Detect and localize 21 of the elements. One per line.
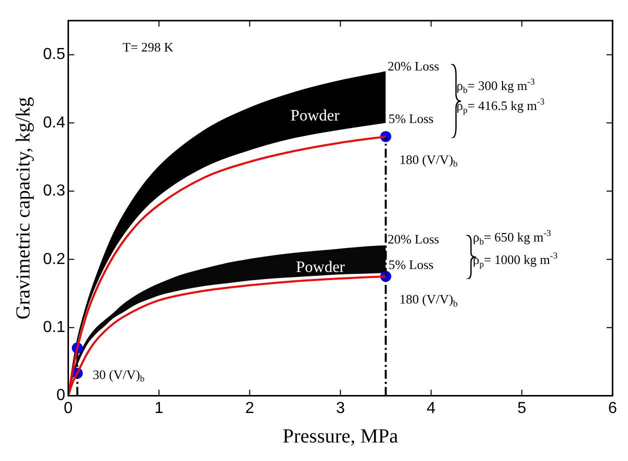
y-tick-label: 0.1 [42, 318, 66, 336]
y-tick-label: 0 [56, 387, 66, 404]
annotation: 20% Loss [388, 58, 440, 74]
annotation: Powder [296, 258, 346, 276]
y-tick-label: 0.4 [42, 114, 66, 132]
x-tick-label: 4 [426, 400, 436, 417]
annotation: 5% Loss [388, 110, 434, 126]
x-tick-label: 1 [154, 400, 164, 417]
annotation: 20% Loss [388, 232, 440, 247]
annotation: 5% Loss [388, 256, 434, 272]
annotation: Powder [290, 107, 340, 124]
x-tick-label: 2 [245, 400, 254, 417]
annotation: T= 298 K [122, 39, 174, 54]
y-axis-title: Gravimetric capacity, kg/kg [12, 96, 34, 320]
y-tick-label: 0.2 [42, 250, 66, 268]
x-tick-label: 3 [336, 400, 345, 417]
x-tick-label: 6 [608, 400, 618, 417]
x-axis-title: Pressure, MPa [282, 425, 398, 448]
y-tick-label: 0.5 [42, 46, 66, 64]
x-tick-label: 5 [517, 400, 526, 417]
y-tick-label: 0.3 [42, 182, 66, 200]
